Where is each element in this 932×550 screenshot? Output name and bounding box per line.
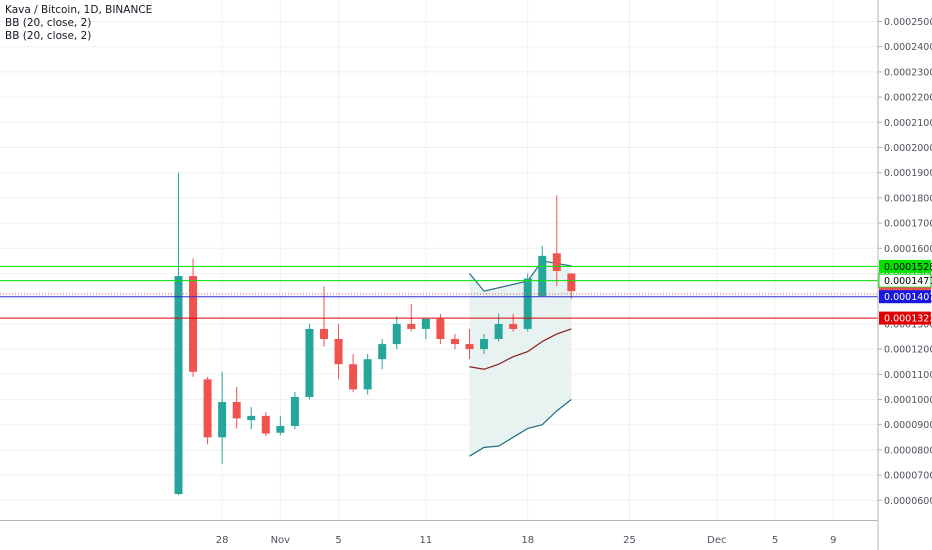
candle-body[interactable]	[276, 425, 285, 433]
candle-body[interactable]	[465, 344, 474, 350]
price-tag-label: 0.00014716	[884, 276, 932, 287]
y-tick-label: 0.00018000	[884, 193, 932, 204]
y-tick-label: 0.00009000	[884, 420, 932, 431]
x-tick-label: 5	[772, 535, 778, 546]
candle-body[interactable]	[247, 415, 256, 421]
bollinger-basis	[469, 328, 572, 370]
x-tick-label: 5	[335, 535, 341, 546]
y-tick-label: 0.00008000	[884, 445, 932, 456]
bollinger-lower-band	[469, 399, 572, 457]
candle-body[interactable]	[523, 278, 532, 329]
price-tag	[879, 259, 931, 273]
bollinger-bands	[469, 260, 572, 457]
x-tick-label: Nov	[271, 535, 291, 546]
y-tick-label: 0.00010000	[884, 395, 932, 406]
x-tick-label: 18	[521, 535, 534, 546]
y-tick-label: 0.00025000	[884, 17, 932, 28]
symbol-title[interactable]: Kava / Bitcoin, 1D, BINANCE	[5, 4, 153, 16]
y-tick-label: 0.00011000	[884, 370, 932, 381]
candle-body[interactable]	[320, 328, 328, 340]
y-tick-label: 0.00019000	[884, 168, 932, 179]
price-tag-label: 0.00013230	[884, 314, 932, 325]
y-tick-label: 0.00023000	[884, 67, 932, 78]
candle-body[interactable]	[349, 364, 358, 390]
candle-body[interactable]	[232, 402, 241, 419]
candles	[174, 172, 576, 496]
candle-body[interactable]	[509, 323, 518, 329]
candle-body[interactable]	[494, 323, 503, 340]
y-tick-label: 0.00021000	[884, 118, 932, 129]
y-tick-label: 0.00022000	[884, 93, 932, 104]
candle-body[interactable]	[363, 359, 372, 390]
candle-body[interactable]	[218, 402, 227, 438]
grid	[0, 0, 878, 520]
candle-body[interactable]	[436, 318, 445, 340]
indicator-label[interactable]: BB (20, close, 2)	[5, 30, 92, 42]
x-tick-label: 25	[623, 535, 636, 546]
price-tag	[879, 311, 931, 325]
x-tick-label: 11	[419, 535, 432, 546]
price-tag-label: 0.00015282	[884, 262, 932, 273]
y-tick-label: 0.00020000	[884, 143, 932, 154]
time-axis[interactable]: 28 Nov 5 11 18 25 Dec 5 9	[0, 520, 878, 547]
candle-body[interactable]	[378, 344, 387, 360]
candle-body[interactable]	[552, 253, 561, 271]
y-tick-label: 0.00012000	[884, 345, 932, 356]
candle-body[interactable]	[567, 273, 576, 292]
price-tag	[878, 273, 932, 288]
y-tick-label: 0.00006000	[884, 496, 932, 507]
y-tick-label: 0.00016000	[884, 244, 932, 255]
candle-body[interactable]	[305, 328, 314, 397]
chart-legend: Kava / Bitcoin, 1D, BINANCE BB (20, clos…	[5, 4, 152, 43]
candle-body[interactable]	[290, 396, 299, 426]
y-tick-label: 0.00013000	[884, 319, 932, 330]
x-tick-label: 9	[830, 535, 836, 546]
price-axis[interactable]: 0.00006000 0.00007000 0.00008000 0.00009000…	[877, 0, 932, 550]
horizontal-levels	[0, 265, 878, 319]
candle-body[interactable]	[480, 339, 489, 350]
x-tick-label: 28	[216, 535, 229, 546]
candle-body[interactable]	[261, 415, 270, 434]
x-tick-label: Dec	[707, 535, 726, 546]
y-tick-label: 0.00024000	[884, 42, 932, 53]
candle-body[interactable]	[174, 276, 183, 494]
candle-body[interactable]	[421, 318, 430, 329]
candle-body[interactable]	[189, 276, 198, 372]
candle-body[interactable]	[203, 379, 212, 438]
candle-body[interactable]	[392, 323, 401, 345]
candle-body[interactable]	[407, 323, 416, 329]
price-tag-label: 0.00014079	[884, 292, 932, 303]
y-tick-label: 0.00007000	[884, 471, 932, 482]
candle-body[interactable]	[538, 255, 547, 297]
indicator-label[interactable]: BB (20, close, 2)	[5, 17, 92, 29]
candle-body[interactable]	[450, 339, 459, 345]
y-tick-label: 0.00017000	[884, 219, 932, 230]
price-tag	[879, 290, 931, 304]
candle-body[interactable]	[334, 339, 343, 365]
bollinger-band-fill	[469, 260, 572, 457]
